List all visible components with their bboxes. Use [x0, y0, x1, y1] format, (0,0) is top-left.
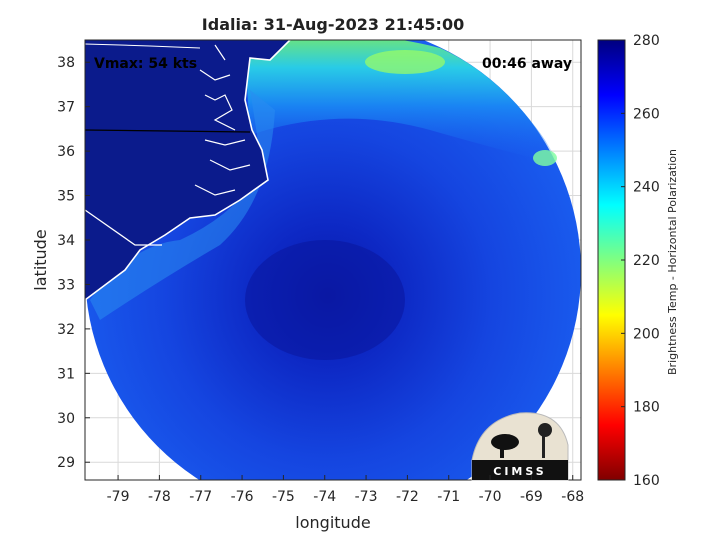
y-tick-label: 38	[57, 55, 75, 71]
state-border-md	[85, 43, 201, 49]
y-tick-label: 32	[57, 322, 75, 338]
warm-spot-east	[533, 150, 557, 166]
x-tick-label: -72	[396, 489, 419, 505]
coastline	[85, 40, 291, 301]
colorbar-tick-label: 200	[633, 326, 660, 342]
svg-text:CIMSS: CIMSS	[493, 465, 546, 478]
y-tick-label: 33	[57, 277, 75, 293]
y-tick-label: 37	[57, 100, 75, 116]
cimss-logo: CIMSS	[471, 412, 569, 481]
x-tick-label: -68	[561, 489, 584, 505]
state-border-nc-sc	[85, 209, 162, 246]
colorbar-tick-label: 280	[633, 33, 660, 49]
y-tick-label: 29	[57, 455, 75, 471]
y-tick-label: 31	[57, 366, 75, 382]
y-tick-label: 34	[57, 233, 75, 249]
x-tick-label: -71	[437, 489, 460, 505]
warm-band-north	[245, 40, 560, 165]
x-tick-label: -73	[355, 489, 378, 505]
vmax-annotation: Vmax: 54 kts	[94, 56, 197, 72]
x-tick-label: -74	[313, 489, 336, 505]
land-mass	[85, 40, 290, 300]
y-tick-labels: 38 37 36 35 34 33 32 31 30 29	[57, 55, 90, 471]
x-tick-labels: -79 -78 -77 -76 -75 -74 -73 -72 -71 -70 -69 -68	[107, 475, 584, 505]
plot-area	[85, 40, 581, 480]
y-tick-label: 36	[57, 144, 75, 160]
x-tick-label: -76	[231, 489, 254, 505]
chart-title: Idalia: 31-Aug-2023 21:45:00	[202, 15, 464, 34]
colorbar-tick-label: 160	[633, 473, 660, 489]
colorbar-tick-label: 240	[633, 180, 660, 196]
colorbar-label: Brightness Temp - Horizontal Polarizatio…	[666, 149, 679, 375]
x-axis-label: longitude	[295, 513, 370, 532]
storm-center	[245, 240, 405, 360]
time-away-annotation: 00:46 away	[482, 56, 572, 72]
y-tick-label: 35	[57, 189, 75, 205]
colorbar-gradient	[597, 39, 626, 481]
y-tick-label: 30	[57, 411, 75, 427]
x-tick-label: -78	[148, 489, 171, 505]
x-tick-label: -77	[189, 489, 212, 505]
coastal-shelf	[90, 90, 275, 320]
x-tick-label: -79	[107, 489, 130, 505]
plot-frame	[84, 39, 582, 481]
x-tick-label: -75	[272, 489, 295, 505]
coastline-detail	[194, 44, 251, 196]
x-tick-label: -69	[520, 489, 543, 505]
y-axis-label: latitude	[31, 229, 50, 290]
x-tick-label: -70	[479, 489, 502, 505]
colorbar-tick-label: 180	[633, 400, 660, 416]
colorbar-ticks: 280 260 240 220 200 180 160	[621, 33, 660, 489]
state-border-va-nc	[85, 129, 251, 133]
colorbar-tick-label: 260	[633, 106, 660, 122]
colorbar: 280 260 240 220 200 180 160 Brightness Temp - …	[597, 33, 679, 489]
warm-spot-north	[365, 50, 445, 74]
colorbar-tick-label: 220	[633, 253, 660, 269]
